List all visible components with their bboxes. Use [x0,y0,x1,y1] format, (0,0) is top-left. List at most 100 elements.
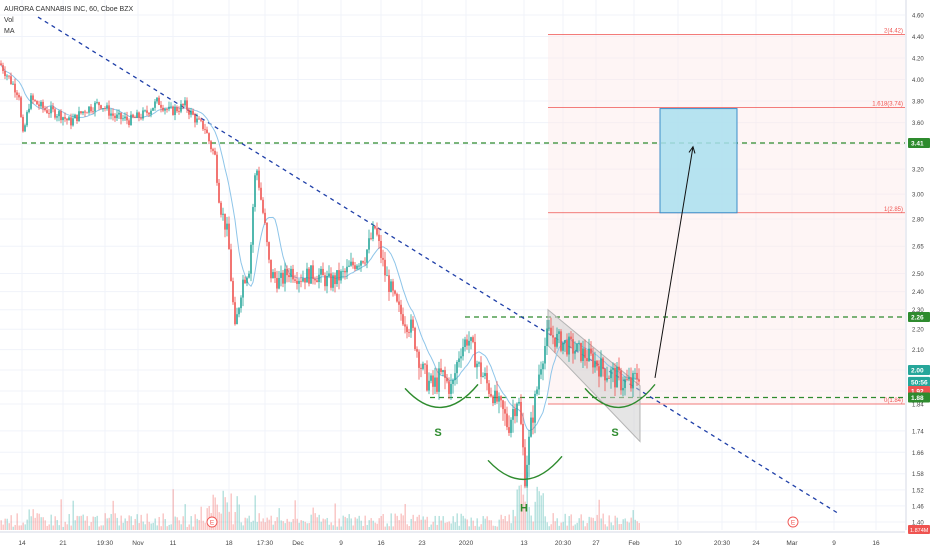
pattern-arc [404,383,479,409]
volume-bar [606,526,608,530]
candle-body [128,120,130,126]
volume-bar [260,521,262,530]
candle-body [98,102,100,106]
candle-body [488,383,490,394]
volume-bar [628,522,630,530]
price-tag-label: 2.26 [911,315,924,322]
volume-bar [300,520,302,530]
candle-body [286,268,288,276]
volume-bar [2,524,4,530]
volume-bar [160,526,162,530]
pattern-arc [584,383,656,409]
candle-body [36,100,38,105]
volume-bar [548,526,550,530]
candle-body [576,343,578,352]
time-tick-label: 18 [225,540,233,547]
candle-body [20,97,22,117]
time-tick-label: 10 [674,540,682,547]
candle-body [604,369,606,381]
candle-body [340,271,342,281]
volume-bar [192,526,194,530]
earnings-marker [206,516,218,528]
price-tick-label: 2.10 [912,348,924,354]
legend-indicator-ma[interactable]: MA [4,28,15,35]
candle-body [400,304,402,315]
candle-body [118,112,120,115]
volume-bar [162,513,164,530]
volume-bar [30,516,32,530]
volume-bar [480,524,482,530]
candle-body [2,65,4,71]
volume-bar [130,516,132,530]
volume-bar [186,526,188,530]
candle-body [544,345,546,364]
candle-body [116,114,118,119]
volume-bar [542,493,544,530]
candle-body [64,117,66,119]
legend-title: AURORA CANNABIS INC, 60, Cboe BZX [4,6,134,13]
head-and-shoulders-pattern[interactable]: S H S [404,383,656,514]
candle-body [356,265,358,269]
volume-bar [434,515,436,530]
volume-bar [98,526,100,530]
candle-body [220,202,222,215]
time-tick-label: Dec [292,540,304,547]
candle-body [602,358,604,370]
volume-bar [86,516,88,530]
candle-body [390,281,392,292]
price-axis[interactable]: 4.604.404.204.003.803.603.403.203.002.80… [905,0,930,534]
volume-bar [10,515,12,530]
volume-bar [370,518,372,530]
volume-bar [594,521,596,530]
projection-arrow [654,146,694,378]
candle-body [496,390,498,402]
candle-body [4,70,6,77]
volume-bar [474,525,476,530]
horizontal-levels[interactable] [22,142,905,399]
volume-bar [272,524,274,530]
volume-bar [588,516,590,530]
candle-body [164,108,166,111]
candle-body [338,270,340,281]
volume-bar [120,515,122,530]
candle-body [584,348,586,359]
candle-body [66,118,68,121]
candle-body [166,108,168,110]
candle-body [492,396,494,404]
volume-bar [0,520,2,530]
time-axis[interactable]: 14 21 19:30 Nov 11 18 17:30 Dec 9 16 23 2020 13 20:30… [0,531,905,547]
time-tick-label: 13 [520,540,528,547]
candle-body [280,272,282,278]
time-tick-label: 21 [59,540,67,547]
volume-bar [282,521,284,530]
candle-body [158,97,160,105]
candle-body [178,111,180,113]
volume-bar [454,522,456,530]
target-box[interactable] [654,108,738,378]
volume-bar [32,509,34,530]
fibonacci-extension[interactable]: 2(4.42) 1.618(3.74) 1(2.85) 0(1.84) [548,28,905,405]
volume-bar [18,525,20,530]
trend-line[interactable] [37,16,841,516]
candle-body [484,373,486,377]
candle-body [290,268,292,278]
volume-bar [524,501,526,530]
candle-body [28,108,30,113]
volume-bar [44,520,46,530]
volume-bar [118,525,120,530]
candle-body [26,112,28,126]
volume-bar [374,522,376,530]
price-tag [908,312,930,322]
candle-body [458,358,460,363]
volume-bar [50,514,52,530]
volume-bar [314,513,316,530]
candle-body [442,370,444,372]
volume-bar [302,520,304,530]
candle-body [144,110,146,112]
volume-bar [264,522,266,530]
volume-bar [34,517,36,530]
legend-indicator-vol[interactable]: Vol [4,17,14,24]
